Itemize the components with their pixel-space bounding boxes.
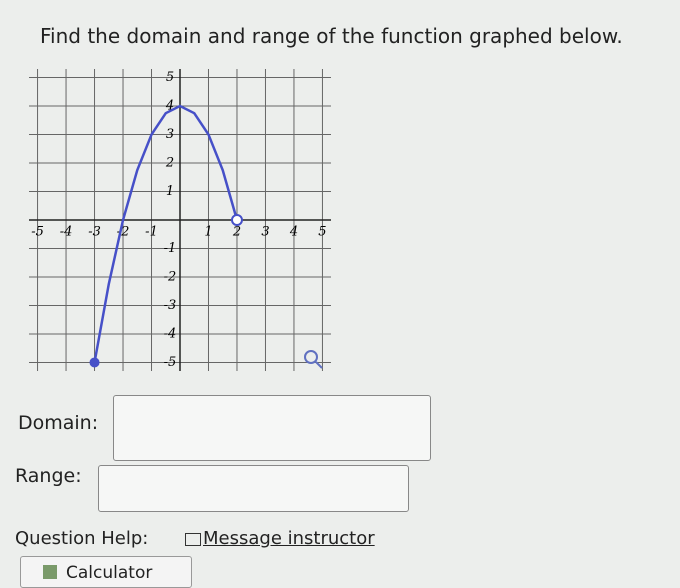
x-tick-label: -1 [145, 225, 158, 240]
y-tick-label: 4 [165, 99, 174, 114]
message-link[interactable]: Message instructor [203, 528, 375, 549]
help-label: Question Help: [15, 528, 149, 549]
calc-icon [43, 565, 57, 579]
y-tick-label: 1 [166, 184, 174, 199]
y-tick-label: -5 [164, 355, 177, 370]
y-tick-label: 2 [165, 156, 174, 171]
x-tick-label: 5 [318, 225, 326, 240]
y-tick-label: -2 [164, 269, 177, 284]
y-tick-label: -4 [164, 326, 177, 341]
x-tick-label: 2 [232, 225, 241, 240]
x-tick-label: 3 [261, 225, 269, 240]
y-tick-label: 5 [166, 70, 174, 85]
open-endpoint [230, 214, 243, 226]
y-tick-label: -3 [164, 298, 177, 313]
x-tick-label: 1 [204, 225, 212, 240]
range-input[interactable] [98, 465, 409, 512]
zoom-handle [315, 361, 323, 369]
range-label: Range: [15, 465, 82, 487]
mail-icon [185, 533, 201, 546]
y-tick-label: -1 [164, 241, 177, 256]
x-tick-label: -4 [60, 225, 73, 240]
closed-endpoint [89, 357, 100, 368]
x-tick-label: 4 [289, 225, 298, 240]
domain-label: Domain: [18, 412, 99, 434]
x-tick-label: -5 [31, 225, 44, 240]
zoom-icon[interactable] [304, 350, 318, 364]
y-tick-label: 3 [166, 127, 174, 142]
calculator-label: Calculator [66, 563, 153, 583]
domain-input[interactable] [113, 395, 431, 461]
question: Find the domain and range of the functio… [40, 24, 623, 48]
calculator-button[interactable]: Calculator [20, 556, 192, 588]
x-tick-label: -3 [88, 225, 101, 240]
curve [93, 104, 239, 363]
